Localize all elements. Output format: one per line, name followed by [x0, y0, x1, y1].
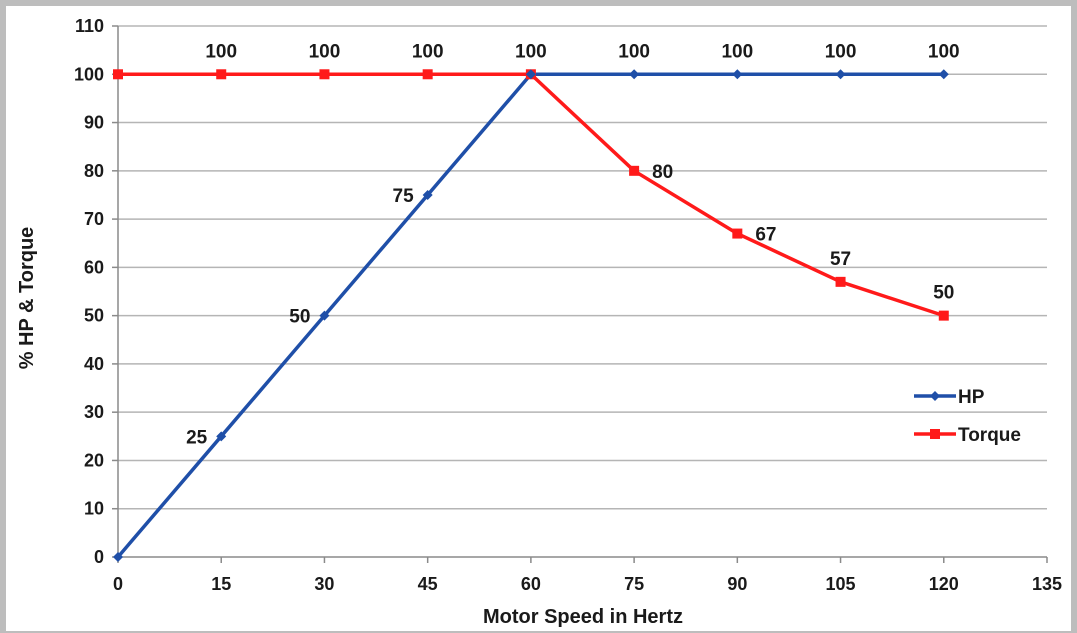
data-label: 100 [515, 41, 547, 62]
x-tick-label: 0 [113, 574, 123, 594]
marker-hp [216, 431, 227, 442]
series-line-torque [118, 72, 945, 318]
y-tick-label: 30 [84, 402, 104, 422]
marker-torque [319, 69, 330, 80]
x-tick-label: 60 [521, 574, 541, 594]
y-tick-label: 70 [84, 209, 104, 229]
x-tick-label: 45 [418, 574, 438, 594]
y-tick-label: 110 [75, 16, 104, 36]
data-label: 100 [205, 41, 237, 62]
marker-torque [216, 69, 227, 80]
marker-hp [525, 69, 536, 80]
data-label: 50 [289, 307, 310, 328]
y-tick-label: 20 [84, 450, 104, 470]
y-tick-label: 80 [84, 161, 104, 181]
x-tick-label: 90 [727, 574, 747, 594]
data-label: 57 [830, 249, 851, 270]
legend-marker-hp [930, 391, 940, 401]
y-axis-title: % HP & Torque [16, 227, 38, 370]
marker-torque [422, 69, 433, 80]
data-label: 100 [721, 41, 753, 62]
marker-hp [732, 69, 743, 80]
x-tick-label: 120 [929, 574, 959, 594]
marker-torque [938, 310, 949, 321]
y-tick-label: 60 [84, 257, 104, 277]
y-tick-label: 40 [84, 354, 104, 374]
data-label: 80 [652, 162, 673, 183]
data-label: 75 [393, 186, 415, 207]
legend-label-torque: Torque [958, 425, 1021, 446]
data-label: 67 [755, 225, 776, 246]
y-tick-label: 90 [84, 113, 104, 133]
marker-torque [835, 276, 846, 287]
data-label: 100 [309, 41, 341, 62]
x-tick-label: 30 [314, 574, 334, 594]
x-tick-labels: 0 15 30 45 60 75 90 105 120 135 [113, 574, 1062, 594]
y-tick-label: 50 [84, 306, 104, 326]
x-tick-label: 15 [211, 574, 231, 594]
marker-torque [732, 228, 743, 239]
marker-torque [629, 165, 640, 176]
chart-panel: 0 10 20 30 40 50 60 70 80 90 100 110 0 15 30 45 60 75 90 1… [6, 6, 1071, 631]
y-tick-label: 0 [94, 547, 104, 567]
data-label: 100 [825, 41, 857, 62]
data-labels: 25 50 75 100 100 100 100 100 100 100 100 80 67 57 50 [186, 41, 960, 448]
legend: HP Torque [914, 387, 1021, 446]
line-chart: 0 10 20 30 40 50 60 70 80 90 100 110 0 15 30 45 60 75 90 1… [16, 16, 1062, 628]
marker-torque [113, 69, 123, 80]
x-tick-label: 75 [624, 574, 644, 594]
marker-hp [629, 69, 640, 80]
grid-lines [118, 25, 1047, 510]
x-axis-title: Motor Speed in Hertz [483, 606, 683, 628]
x-tick-label: 105 [826, 574, 856, 594]
marker-hp [938, 69, 949, 80]
data-label: 25 [186, 427, 208, 448]
legend-label-hp: HP [958, 387, 985, 408]
marker-hp [319, 310, 330, 321]
series-markers [113, 69, 949, 562]
marker-hp [422, 189, 433, 200]
data-label: 100 [928, 41, 960, 62]
legend-marker-torque [930, 429, 940, 439]
marker-hp [113, 552, 123, 562]
axes [112, 25, 1048, 563]
y-tick-labels: 0 10 20 30 40 50 60 70 80 90 100 110 [74, 16, 104, 567]
data-label: 100 [412, 41, 444, 62]
marker-hp [835, 69, 846, 80]
data-label: 50 [933, 283, 954, 304]
data-label: 100 [618, 41, 650, 62]
y-tick-label: 10 [84, 499, 104, 519]
y-tick-label: 100 [74, 64, 104, 84]
x-tick-label: 135 [1032, 574, 1062, 594]
